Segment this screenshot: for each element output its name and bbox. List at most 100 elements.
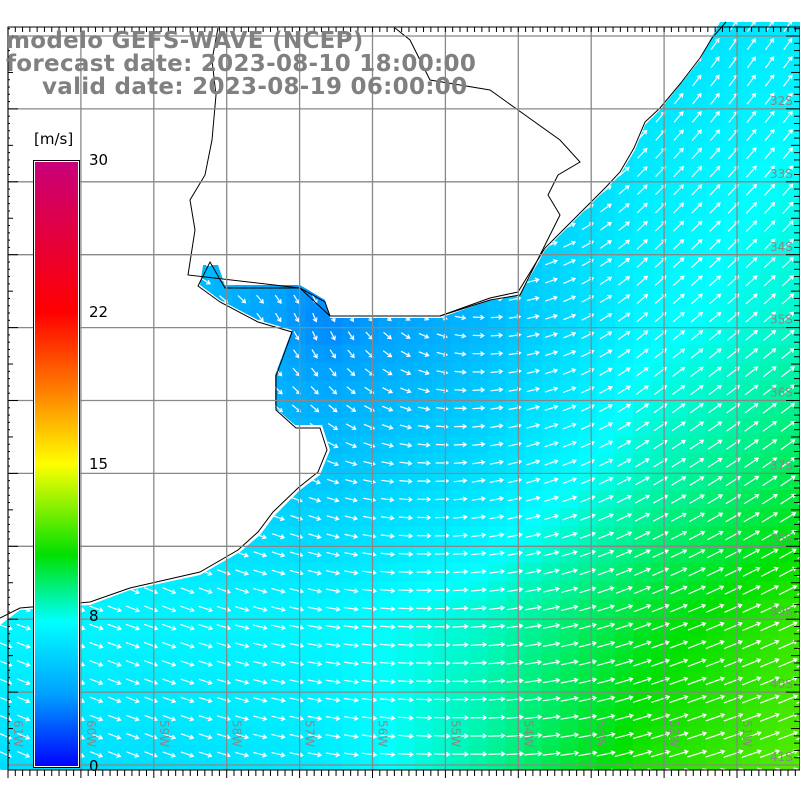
speed-cell [123,362,143,382]
speed-cell [178,453,197,473]
speed-cell [141,235,161,255]
speed-cell [232,417,252,437]
speed-cell [196,108,215,127]
wind-arrow [617,440,632,449]
wind-arrow [382,223,393,230]
wind-arrow [689,476,705,486]
wind-arrow [636,257,649,268]
speed-cell [469,253,488,273]
speed-cell [14,344,33,364]
speed-cell [105,472,124,491]
speed-cell [232,180,252,200]
speed-cell [523,35,543,54]
map-frame [7,26,800,771]
wind-arrow [454,223,467,230]
speed-cell [378,144,397,164]
wind-arrow [144,660,159,667]
wind-arrow [89,605,104,613]
wind-arrow [563,258,577,266]
wind-arrow [126,187,140,193]
speed-cell [287,253,306,273]
wind-arrow [271,606,286,612]
speed-cell [141,344,161,364]
wind-arrow [599,313,613,322]
wind-arrow [453,550,469,557]
wind-arrow [635,458,650,468]
wind-arrow [365,295,374,304]
speed-cell [378,271,397,291]
wind-arrow [724,621,743,631]
speed-cell [105,235,124,255]
wind-arrow [310,167,320,176]
speed-cell [178,763,197,770]
coastline [0,21,727,619]
wind-arrow [781,366,795,378]
speed-cell [105,253,124,273]
wind-arrow [162,532,176,540]
wind-arrow [383,295,392,303]
wind-arrow [327,114,340,121]
wind-arrow [253,660,268,667]
speed-cell [523,108,543,127]
wind-arrow [635,366,649,377]
wind-arrow [563,204,576,212]
wind-arrow [416,551,432,557]
wind-arrow [600,130,612,141]
wind-arrow [618,294,631,304]
speed-cell [159,162,179,182]
wind-arrow [671,421,686,432]
wind-arrow [381,151,394,157]
wind-arrow [636,166,648,177]
wind-arrow [781,329,795,341]
wind-arrow [199,132,213,138]
wind-arrow [346,222,356,231]
wind-arrow [380,551,396,557]
wind-arrow [182,331,193,340]
wind-arrow [633,567,652,577]
wind-arrow [418,150,431,157]
wind-arrow [327,441,339,449]
speed-cell [141,326,161,346]
wind-arrow [579,586,597,594]
wind-arrow [198,733,213,740]
wind-arrow [0,351,13,357]
wind-arrow [399,460,413,466]
speed-cell [360,763,379,770]
wind-arrow [16,641,31,649]
wind-arrow [544,386,559,393]
speed-cell [341,126,361,145]
wind-arrow [760,621,780,632]
lat-label: 34S [770,240,793,254]
wind-arrow [491,76,503,85]
wind-arrow [416,678,433,685]
speed-cell [159,217,179,236]
wind-arrow [672,330,685,341]
wind-arrow [253,733,268,740]
speed-cell [596,89,616,109]
wind-arrow [578,695,598,702]
speed-cell [396,180,416,200]
wind-arrow [236,459,248,467]
wind-arrow [0,241,12,247]
wind-arrow [781,238,794,251]
wind-arrow [126,205,140,211]
speed-cell [141,399,161,418]
wind-arrow [526,423,541,429]
speed-cell [250,508,270,528]
speed-cell [578,53,598,73]
speed-cell [414,199,434,218]
wind-arrow [706,548,724,559]
speed-cell [487,22,507,36]
wind-arrow [545,259,558,266]
speed-cell [523,71,543,91]
wind-arrow [471,514,487,520]
speed-cell [796,344,800,364]
wind-arrow [382,368,393,376]
wind-arrow [454,113,467,120]
wind-arrow [272,496,285,503]
wind-arrow [416,569,432,575]
speed-cell [287,235,306,255]
wind-arrow [452,605,469,611]
wind-arrow [90,242,103,248]
speed-cell [287,472,306,491]
